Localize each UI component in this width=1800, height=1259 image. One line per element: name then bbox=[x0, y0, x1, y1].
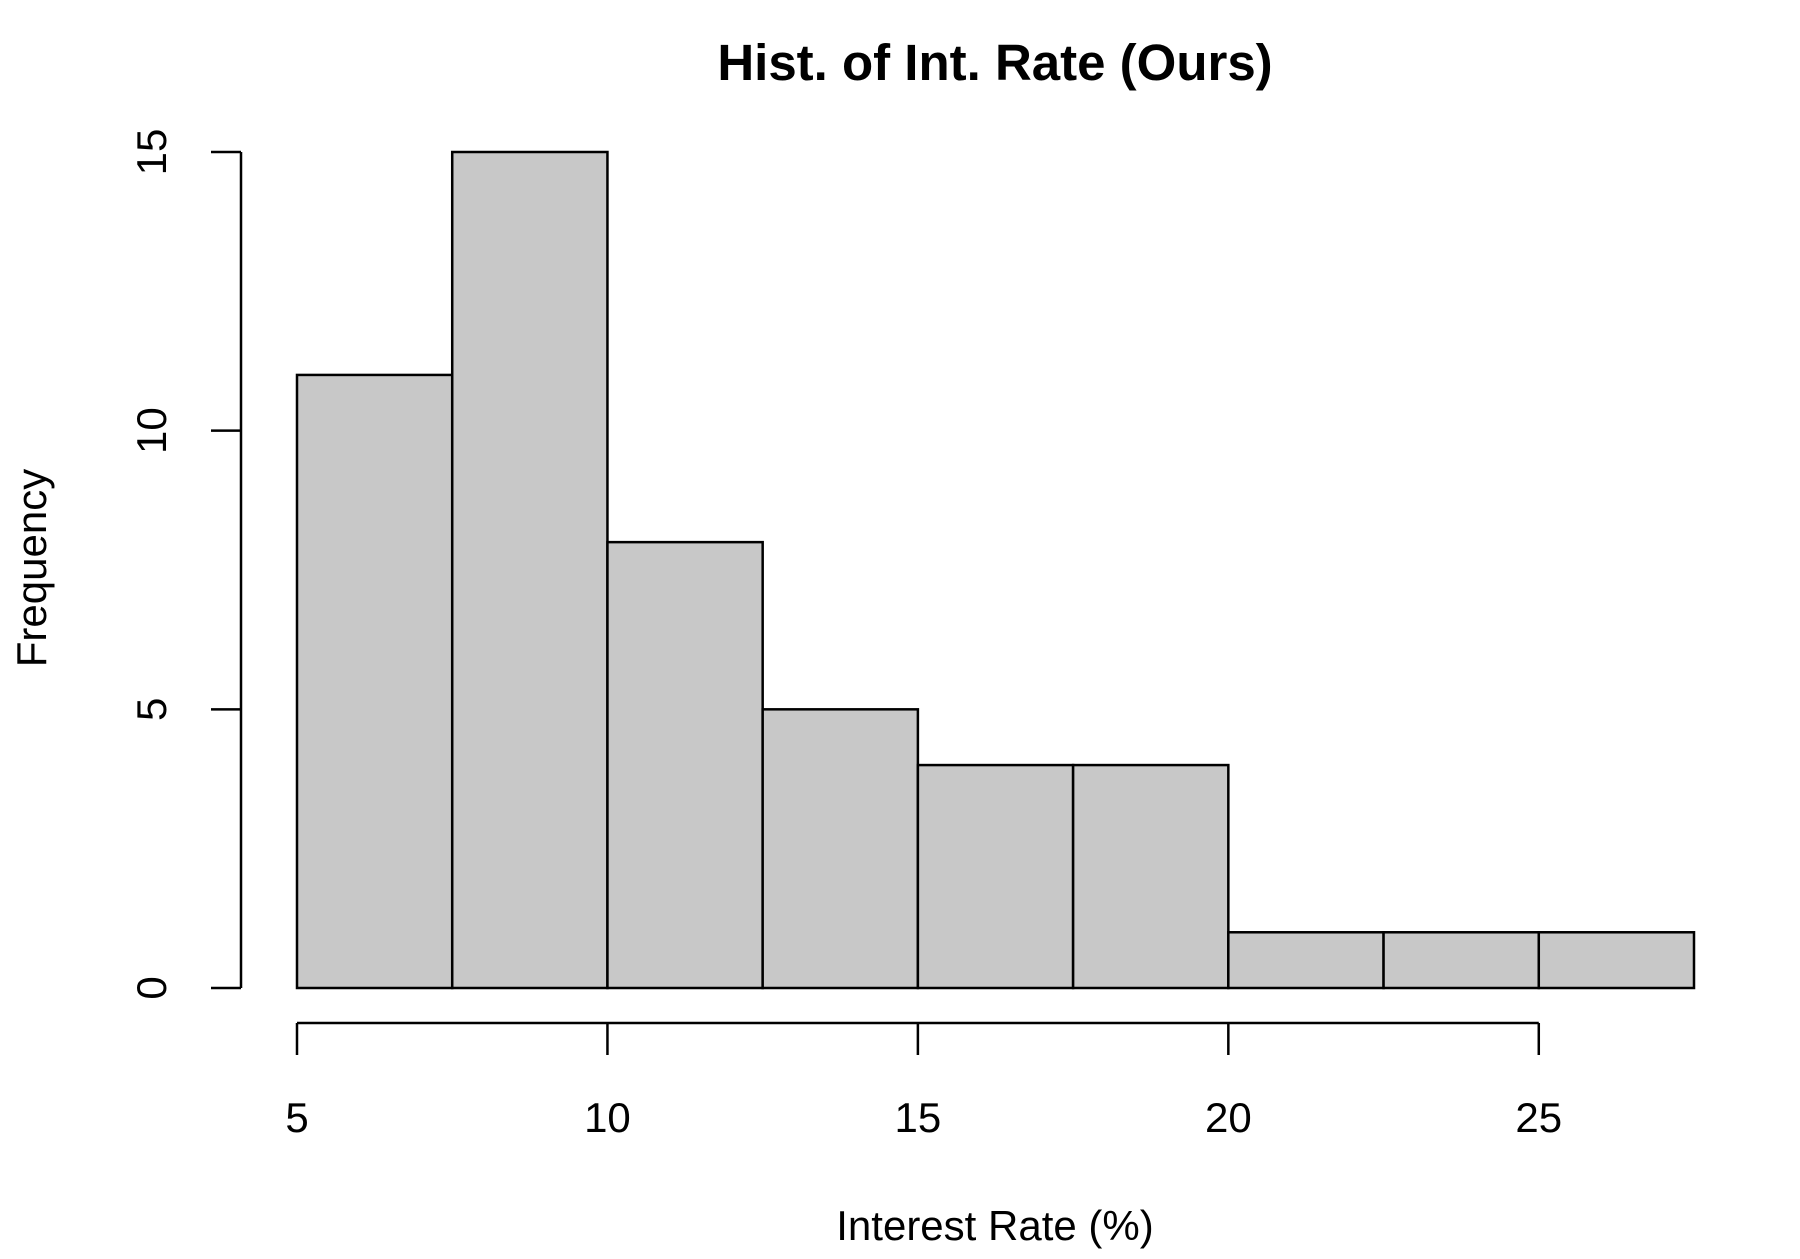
histogram-bar-8 bbox=[1382, 931, 1541, 990]
histogram-bar-9 bbox=[1537, 931, 1696, 990]
y-tick-label: 0 bbox=[128, 976, 175, 999]
x-tick-label: 15 bbox=[895, 1094, 942, 1141]
x-axis-label: Interest Rate (%) bbox=[836, 1202, 1153, 1249]
x-axis: 5 10 15 20 25 bbox=[285, 1021, 1562, 1141]
histogram-bar-2 bbox=[450, 150, 609, 990]
histogram-bar-6 bbox=[1071, 763, 1230, 990]
y-axis: 0 5 10 15 bbox=[128, 129, 243, 1000]
y-tick-label: 15 bbox=[128, 129, 175, 176]
y-tick-label: 10 bbox=[128, 407, 175, 454]
histogram-bar-3 bbox=[606, 540, 764, 990]
x-tick-label: 20 bbox=[1205, 1094, 1252, 1141]
histogram-bar-7 bbox=[1227, 931, 1385, 990]
histogram-bar-1 bbox=[295, 373, 454, 990]
y-tick-label: 5 bbox=[128, 698, 175, 721]
y-axis-label: Frequency bbox=[8, 469, 55, 667]
histogram-bar-4 bbox=[761, 708, 920, 990]
x-tick-label: 25 bbox=[1515, 1094, 1562, 1141]
x-tick-label: 5 bbox=[285, 1094, 308, 1141]
x-tick-label: 10 bbox=[584, 1094, 631, 1141]
histogram-bar-5 bbox=[916, 763, 1075, 990]
bars-group bbox=[295, 150, 1696, 990]
chart-title: Hist. of Int. Rate (Ours) bbox=[717, 34, 1272, 91]
